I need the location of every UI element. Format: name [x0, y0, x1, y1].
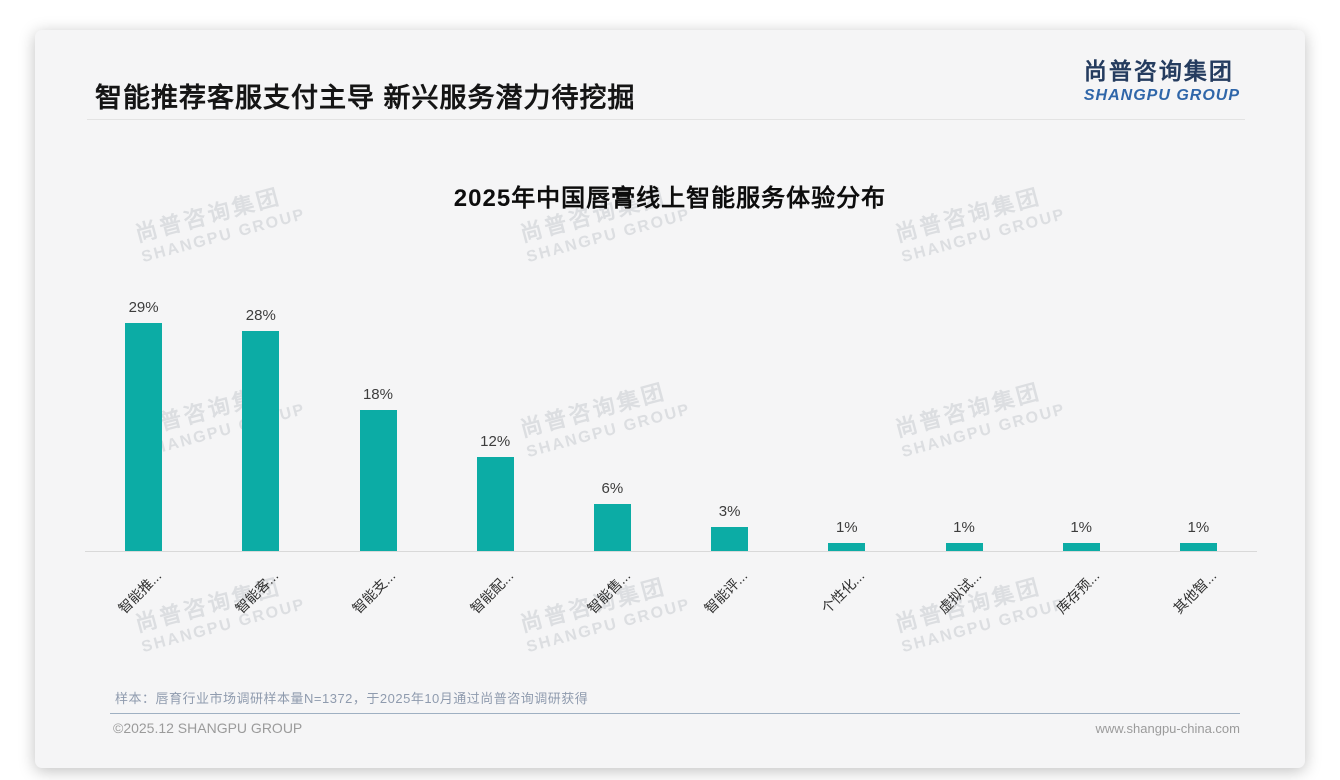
logo-english-text: SHANGPU GROUP — [1083, 87, 1240, 104]
bar-value-label: 1% — [835, 519, 858, 536]
bar-value-label: 1% — [953, 519, 975, 536]
x-tick-label: 个性化... — [818, 567, 868, 617]
bar — [711, 527, 749, 551]
bar — [125, 323, 163, 551]
bar — [593, 504, 631, 551]
x-axis-line — [85, 551, 1257, 552]
page-title: 智能推荐客服支付主导 新兴服务潜力待挖掘 — [95, 83, 636, 113]
bar-value-label: 3% — [718, 503, 741, 520]
footer-divider — [110, 713, 1240, 714]
x-tick-label: 智能配... — [466, 567, 516, 617]
bar-value-label: 12% — [480, 433, 511, 450]
bar — [359, 410, 397, 551]
bar-value-label: 28% — [245, 307, 276, 324]
plot-area: 29% 28% 18% 12% 6% 3% 1% 1% 1% 1% — [85, 30, 1257, 552]
x-tick-label: 智能支... — [349, 567, 399, 617]
chart-title: 2025年中国唇膏线上智能服务体验分布 — [453, 185, 887, 212]
x-tick-label: 智能推... — [115, 567, 165, 617]
bar-value-label: 1% — [1070, 519, 1093, 536]
x-tick-label: 虚拟试... — [935, 567, 985, 617]
x-tick-label: 智能评... — [701, 567, 751, 617]
bar — [828, 543, 866, 551]
bar-value-label: 6% — [601, 480, 624, 497]
website-text: www.shangpu-china.com — [1095, 721, 1240, 736]
report-slide: 尚普咨询集团 SHANGPU GROUP 尚普咨询集团 SHANGPU GROUP 尚普… — [35, 30, 1305, 768]
bar-value-label: 29% — [128, 299, 159, 316]
bar-value-label: 1% — [1187, 519, 1210, 536]
company-logo: 尚普咨询集团 SHANGPU GROUP — [1084, 52, 1240, 105]
bar — [242, 331, 280, 551]
x-tick-label: 智能客... — [232, 567, 282, 617]
bar — [1062, 543, 1100, 551]
header-divider — [87, 119, 1245, 120]
x-axis-labels: 智能推... 智能客... 智能支... 智能配... 智能售... 智能评... 个性化.… — [85, 552, 1257, 662]
bar-value-label: 18% — [362, 386, 393, 403]
sample-note: 样本：唇育行业市场调研样本量N=1372，于2025年10月通过尚普咨询调研获得 — [115, 691, 589, 706]
bar — [945, 543, 983, 551]
bar — [1179, 543, 1217, 551]
x-tick-label: 其他智... — [1169, 567, 1220, 617]
copyright-text: ©2025.12 SHANGPU GROUP — [113, 720, 303, 736]
x-tick-label: 库存预... — [1052, 567, 1102, 617]
bar — [476, 457, 514, 551]
x-tick-label: 智能售... — [583, 567, 634, 617]
logo-chinese-text: 尚普咨询集团 — [1083, 58, 1234, 84]
